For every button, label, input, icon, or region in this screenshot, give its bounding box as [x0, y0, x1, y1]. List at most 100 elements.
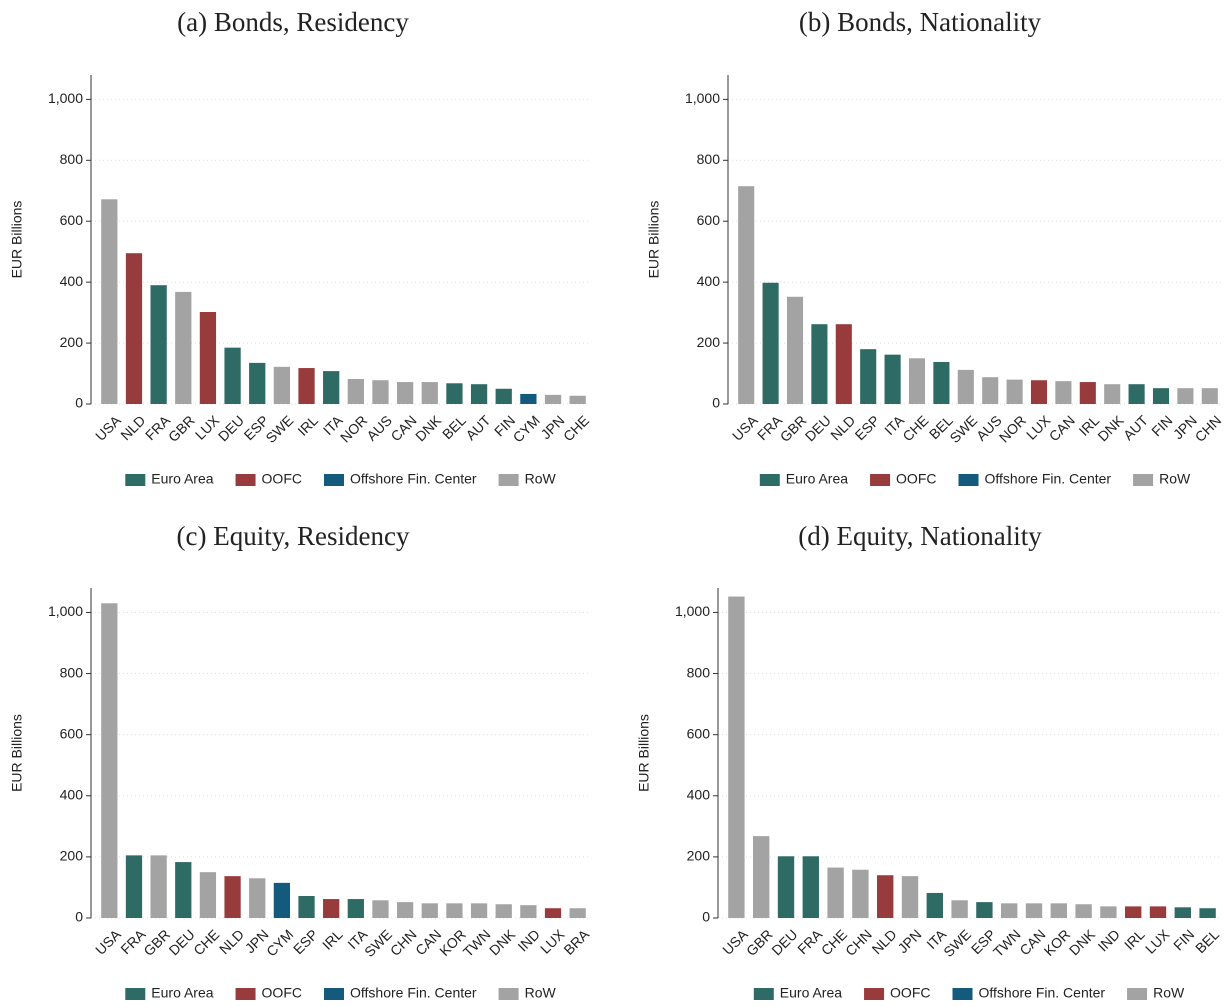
x-tick-label: DNK — [1094, 412, 1127, 445]
panel-title: (b) Bonds, Nationality — [799, 7, 1042, 37]
bar — [396, 382, 414, 404]
bar — [762, 282, 779, 404]
x-tick-label: DEU — [802, 412, 834, 444]
legend-swatch — [759, 474, 780, 486]
bar — [298, 896, 315, 918]
bar — [446, 903, 463, 918]
y-axis-label: EUR Billions — [9, 201, 25, 279]
bar — [901, 876, 919, 918]
x-tick-label: USA — [719, 926, 751, 958]
bar — [273, 366, 291, 404]
bar — [544, 908, 562, 918]
x-tick-label: DNK — [486, 926, 519, 959]
bar — [347, 899, 364, 918]
bar — [347, 379, 364, 404]
x-tick-label: DEU — [768, 926, 800, 958]
bar — [1128, 384, 1145, 404]
x-tick-label: FIN — [1170, 926, 1197, 953]
bar — [421, 382, 438, 404]
x-tick-label: CHN — [387, 926, 420, 959]
legend-swatch — [952, 988, 973, 1000]
legend-swatch — [958, 474, 979, 486]
y-tick-label: 1,000 — [685, 90, 720, 106]
bar — [877, 875, 894, 918]
y-tick-label: 1,000 — [48, 90, 83, 106]
y-tick-label: 400 — [60, 786, 84, 802]
bar — [470, 903, 488, 918]
legend-label: Offshore Fin. Center — [350, 985, 477, 1001]
x-tick-label: TWN — [990, 926, 1024, 960]
x-tick-label: LUX — [1142, 926, 1173, 957]
bar — [224, 347, 241, 404]
x-tick-label: BRA — [560, 926, 592, 958]
x-tick-label: GBR — [777, 412, 810, 445]
bar — [175, 291, 192, 404]
legend-label: Offshore Fin. Center — [350, 471, 477, 487]
bar — [1075, 904, 1092, 918]
y-tick-label: 0 — [75, 909, 83, 925]
bar — [372, 380, 389, 404]
bar — [1079, 382, 1096, 404]
legend-label: Euro Area — [151, 985, 213, 1001]
y-axis-label: EUR Billions — [9, 714, 25, 792]
x-tick-label: CYM — [510, 412, 543, 445]
bar — [884, 354, 901, 404]
bar — [835, 324, 852, 404]
x-tick-label: CHE — [190, 926, 222, 958]
panel-title: (c) Equity, Residency — [177, 521, 410, 551]
bar — [249, 878, 266, 918]
legend-label: Offshore Fin. Center — [985, 471, 1112, 487]
bar — [569, 908, 586, 918]
legend-label: RoW — [1159, 471, 1191, 487]
x-tick-label: CHN — [1192, 412, 1224, 445]
x-tick-label: DNK — [1066, 926, 1099, 959]
x-tick-label: AUS — [363, 412, 395, 444]
bar — [372, 900, 389, 918]
bar — [199, 872, 217, 918]
x-tick-label: NLD — [216, 926, 247, 957]
bar — [495, 904, 512, 918]
panel-title: (d) Equity, Nationality — [798, 521, 1042, 551]
bar — [1177, 388, 1194, 404]
legend-label: Euro Area — [151, 471, 213, 487]
legend-swatch — [235, 988, 256, 1000]
bar — [728, 596, 745, 918]
x-tick-label: CAN — [1016, 926, 1048, 958]
x-tick-label: SWE — [361, 926, 395, 960]
bar — [224, 876, 241, 918]
bar — [926, 892, 943, 918]
x-tick-label: BEL — [1192, 926, 1222, 956]
legend-label: Euro Area — [786, 471, 848, 487]
bar — [1149, 906, 1167, 918]
bar — [520, 905, 537, 918]
bar — [1050, 903, 1067, 918]
y-tick-label: 0 — [712, 395, 720, 411]
bar — [175, 862, 192, 918]
x-tick-label: USA — [92, 412, 124, 444]
bar — [150, 855, 167, 918]
legend-label: OOFC — [896, 471, 936, 487]
bar — [976, 902, 993, 918]
y-tick-label: 800 — [687, 664, 711, 680]
y-tick-label: 800 — [60, 664, 84, 680]
x-tick-label: IRL — [319, 926, 346, 953]
legend-label: Offshore Fin. Center — [979, 985, 1106, 1001]
bar — [125, 253, 143, 404]
x-tick-label: GBR — [140, 926, 173, 959]
x-tick-label: ESP — [852, 412, 883, 443]
bar — [802, 856, 819, 918]
x-tick-label: NOR — [337, 412, 370, 445]
bar — [827, 867, 844, 918]
bar — [1152, 388, 1170, 404]
legend-swatch — [864, 988, 885, 1000]
x-tick-label: CHE — [818, 926, 850, 958]
bar — [982, 377, 999, 404]
x-tick-label: CHN — [842, 926, 875, 959]
x-tick-label: LUX — [192, 412, 223, 443]
x-tick-label: DNK — [412, 412, 445, 445]
x-tick-label: DEU — [215, 412, 247, 444]
y-tick-label: 800 — [697, 151, 721, 167]
bar — [421, 903, 438, 918]
legend-swatch — [498, 474, 519, 486]
x-tick-label: CAN — [387, 412, 419, 444]
